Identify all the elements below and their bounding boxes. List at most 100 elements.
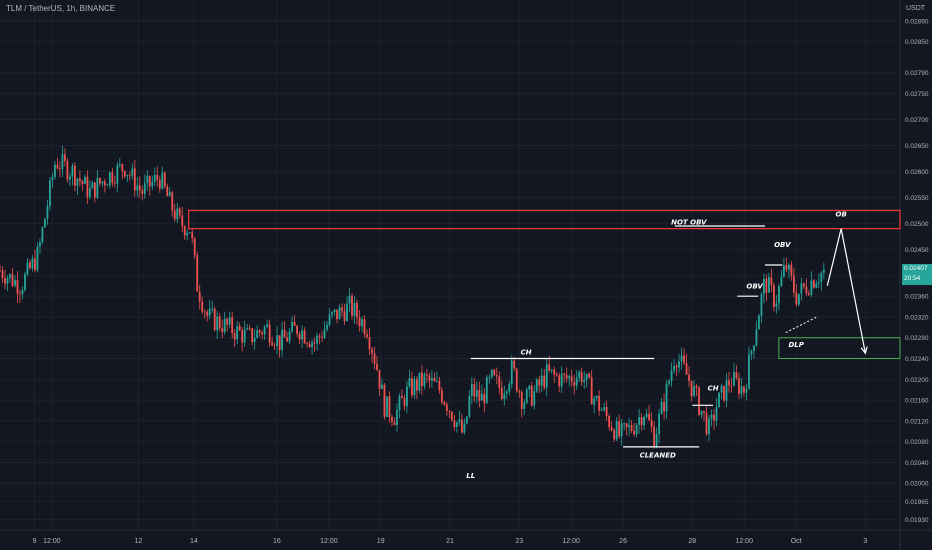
candle-body	[153, 174, 156, 182]
candle-body	[710, 414, 713, 419]
candle-body	[563, 373, 566, 375]
candle-body	[96, 177, 99, 198]
candle-body	[403, 398, 406, 406]
candle-body	[88, 188, 91, 198]
y-tick-label: 0.01930	[905, 517, 929, 524]
candle-body	[171, 192, 174, 211]
candle-body	[610, 426, 613, 431]
candle-body	[590, 377, 593, 405]
candle-body	[356, 302, 358, 318]
x-tick-label: 12:00	[562, 538, 580, 545]
candle-body	[268, 324, 271, 343]
candle-body	[797, 293, 800, 305]
candle-body	[520, 392, 523, 409]
y-tick-label: 0.02240	[905, 356, 929, 363]
candle-body	[321, 336, 323, 339]
candle-body	[810, 280, 813, 295]
candle-body	[690, 380, 693, 396]
candle-body	[640, 417, 643, 426]
candle-body	[258, 330, 261, 333]
candle-body	[635, 424, 638, 435]
candle-body	[98, 177, 101, 184]
candle-body	[221, 328, 224, 333]
candle-body	[373, 353, 376, 364]
candle-body	[14, 280, 16, 286]
candle-body	[416, 379, 418, 391]
x-tick-label: 12:00	[320, 538, 338, 545]
candle-body	[318, 335, 321, 337]
candle-body	[118, 164, 121, 166]
candle-body	[700, 410, 703, 415]
candle-body	[9, 274, 11, 278]
candle-body	[620, 423, 623, 437]
candle-body	[69, 176, 71, 180]
candle-body	[36, 246, 39, 271]
candle-body	[703, 410, 705, 413]
candle-body	[143, 182, 146, 194]
candle-body	[16, 280, 19, 294]
candle-body	[103, 181, 106, 186]
candle-body	[648, 413, 650, 421]
candle-body	[695, 385, 698, 388]
candle-body	[465, 416, 468, 424]
candle-body	[226, 318, 229, 325]
candle-body	[745, 388, 748, 393]
candle-body	[306, 343, 308, 345]
candle-body	[550, 369, 553, 371]
candle-body	[468, 396, 471, 417]
candle-body	[271, 342, 274, 346]
candle-body	[525, 389, 528, 403]
candle-body	[600, 409, 603, 411]
candle-body	[758, 315, 760, 330]
candle-body	[178, 208, 181, 216]
candles	[0, 145, 825, 449]
candle-body	[503, 393, 506, 400]
x-tick-label: 3	[863, 538, 867, 545]
candle-body	[388, 396, 391, 417]
candle-body	[820, 272, 823, 282]
price-zones	[188, 209, 901, 360]
candle-body	[91, 182, 94, 189]
candle-body	[1, 270, 4, 279]
candle-body	[248, 328, 251, 329]
candle-body	[351, 295, 353, 316]
y-tick-label: 0.02120	[905, 418, 929, 425]
candle-body	[44, 218, 46, 228]
candle-body	[208, 308, 211, 316]
candle-body	[29, 262, 31, 269]
candle-body	[625, 423, 628, 428]
candle-body	[4, 278, 6, 284]
candle-body	[166, 186, 169, 197]
candle-body	[218, 316, 221, 329]
candle-body	[216, 316, 219, 331]
candle-body	[266, 324, 269, 327]
candle-body	[460, 419, 463, 433]
projection-path	[826, 228, 866, 354]
candle-body	[101, 181, 104, 184]
y-tick-label: 0.02450	[905, 247, 929, 254]
annotations: CH LL CLEANED CH NOT OBV OBV OBV DLP OB	[466, 211, 846, 480]
candle-body	[34, 258, 36, 271]
candle-body	[76, 178, 79, 186]
candle-body	[473, 384, 476, 397]
candle-body	[568, 376, 571, 379]
candle-body	[108, 172, 111, 186]
candle-body	[768, 277, 770, 293]
candle-body	[121, 164, 124, 171]
candle-body	[718, 392, 720, 408]
candle-body	[341, 307, 343, 312]
candle-body	[86, 176, 89, 198]
candle-body	[773, 285, 775, 307]
candle-body	[488, 377, 491, 378]
x-tick-label: 21	[446, 538, 454, 545]
candle-body	[308, 344, 311, 348]
candle-body	[812, 280, 815, 288]
x-tick-label: Oct	[791, 538, 802, 545]
y-tick-label: 0.02360	[905, 294, 929, 301]
candle-body	[675, 366, 678, 368]
x-tick-label: 9	[33, 538, 37, 545]
candle-body	[595, 396, 598, 399]
candle-body	[383, 384, 386, 417]
candle-body	[723, 385, 725, 401]
